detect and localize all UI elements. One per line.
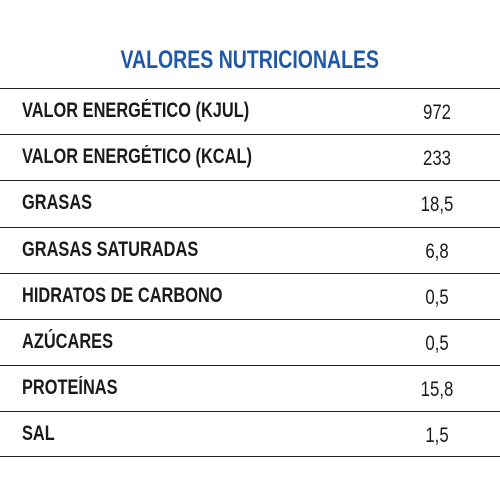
row-label: GRASAS SATURADAS [22,237,199,261]
row-label: HIDRATOS DE CARBONO [22,283,223,307]
row-value: 1,5 [425,424,449,448]
row-value: 18,5 [420,193,454,217]
row-value: 972 [422,101,452,124]
title: VALORES NUTRICIONALES [120,46,380,74]
row-label: SAL [22,422,55,446]
row-value: 0,5 [425,285,449,309]
table-row: VALOR ENERGÉTICO (KCAL) 233 [0,134,500,180]
table-row: HIDRATOS DE CARBONO 0,5 [0,272,500,319]
table-row: VALOR ENERGÉTICO (KJUL) 972 [0,88,500,134]
row-label: PROTEÍNAS [22,376,118,400]
row-value: 15,8 [420,378,454,402]
row-label: GRASAS [22,191,93,215]
row-value: 233 [422,147,452,171]
table-row: GRASAS SATURADAS 6,8 [0,226,500,273]
table-row: SAL 1,5 [0,411,500,458]
table-row: PROTEÍNAS 15,8 [0,365,500,411]
row-value: 0,5 [425,332,449,355]
row-label: AZÚCARES [22,330,114,353]
table-row: GRASAS 18,5 [0,180,500,226]
table-row: AZÚCARES 0,5 [0,319,500,365]
title-box: VALORES NUTRICIONALES [0,46,500,75]
row-label: VALOR ENERGÉTICO (KCAL) [22,145,252,169]
row-value: 6,8 [425,239,449,263]
row-label: VALOR ENERGÉTICO (KJUL) [22,99,250,122]
